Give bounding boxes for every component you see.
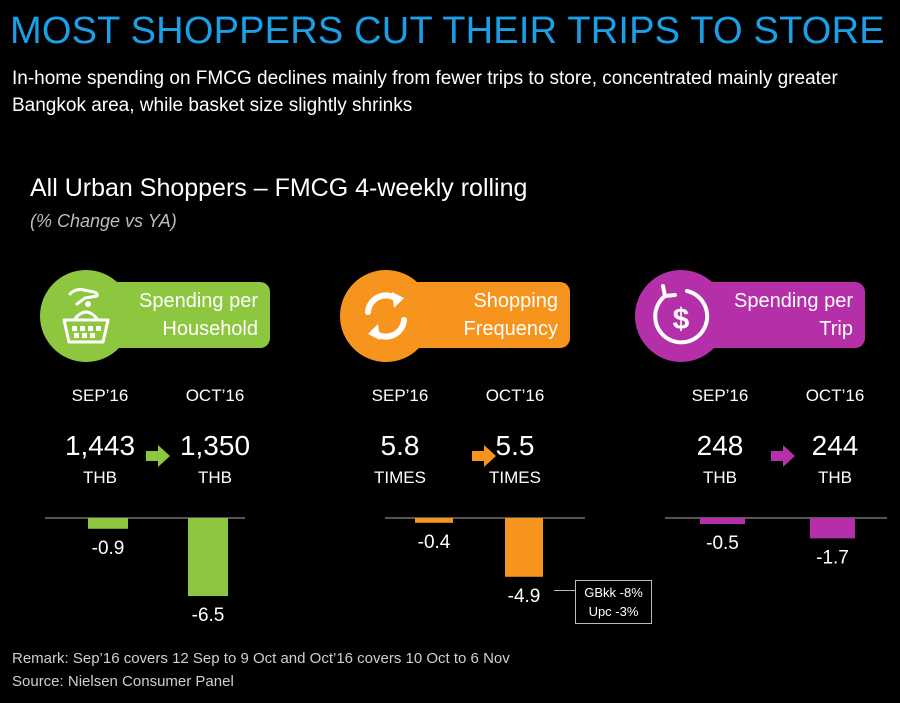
period-sep: SEP’16 [691, 386, 749, 405]
value-sep: 5.8 [380, 430, 420, 461]
panel-label: Spending per Trip [734, 290, 853, 340]
footer-remark: Remark: Sep’16 covers 12 Sep to 9 Oct an… [12, 650, 510, 667]
period-oct: OCT’16 [485, 386, 545, 405]
bar-sep [88, 518, 128, 529]
section-title: All Urban Shoppers – FMCG 4-weekly rolli… [30, 174, 528, 202]
page-subtitle: In-home spending on FMCG declines mainly… [12, 68, 838, 116]
bar-value-label: -1.7 [816, 547, 849, 568]
callout-line-gbkk: GBkk -8% [584, 585, 643, 600]
unit-oct: TIMES [489, 468, 541, 487]
refresh-arrows-icon [365, 292, 407, 340]
bar-value-label: -0.9 [92, 538, 125, 559]
unit-sep: THB [83, 468, 117, 487]
bar-oct [810, 518, 855, 539]
period-sep: SEP’16 [71, 386, 129, 405]
dollar-coin-icon: $ [653, 284, 710, 345]
panel-label-box: Spending per Household [110, 282, 270, 348]
panel-shopping-frequency: Shopping Frequency SEP’16 OCT’16 5.8 5.5… [330, 270, 605, 640]
value-oct: 1,350 [179, 430, 251, 461]
panel-label-box: Shopping Frequency [410, 282, 570, 348]
bar-chart-spending-per-household: -0.9 -6.5 [45, 517, 245, 626]
bar-value-label: -4.9 [508, 586, 541, 607]
footer-source: Source: Nielsen Consumer Panel [12, 673, 234, 690]
bar-value-label: -0.5 [706, 533, 739, 554]
unit-sep: TIMES [374, 468, 426, 487]
panel-label: Shopping Frequency [463, 290, 559, 340]
unit-sep: THB [703, 468, 737, 487]
panel-spending-per-household: Spending per Household SEP’16 OCT’16 1,4… [30, 270, 305, 640]
value-oct: 5.5 [495, 430, 535, 461]
bar-sep [700, 518, 745, 524]
page-title: MOST SHOPPERS CUT THEIR TRIPS TO STORE [10, 10, 885, 52]
bar-chart-shopping-frequency: -0.4 -4.9 [385, 517, 585, 607]
panel-label-box: Spending per Trip [705, 282, 865, 348]
period-oct: OCT’16 [805, 386, 865, 405]
period-oct: OCT’16 [185, 386, 245, 405]
period-sep: SEP’16 [371, 386, 429, 405]
bar-chart-spending-per-trip: -0.5 -1.7 [665, 517, 887, 568]
value-sep: 1,443 [64, 430, 136, 461]
basket-icon [62, 288, 110, 344]
section-subtitle: (% Change vs YA) [30, 211, 177, 231]
value-sep: 248 [696, 430, 744, 461]
bar-value-label: -0.4 [418, 532, 451, 553]
unit-oct: THB [818, 468, 852, 487]
value-oct: 244 [811, 430, 859, 461]
callout-line-upc: Upc -3% [588, 604, 639, 619]
panel-icon-circle [340, 270, 432, 362]
bar-oct [188, 518, 228, 596]
bar-oct [505, 518, 543, 577]
panel-icon-circle: $ [635, 270, 727, 362]
svg-text:$: $ [673, 303, 690, 336]
panel-icon-circle [40, 270, 132, 362]
bar-value-label: -6.5 [192, 605, 225, 626]
bar-sep [415, 518, 453, 523]
unit-oct: THB [198, 468, 232, 487]
panel-label: Spending per Household [139, 290, 258, 340]
panel-spending-per-trip: Spending per Trip $ SEP’16 OCT’16 248 24… [625, 270, 900, 640]
callout-connector [554, 590, 575, 591]
callout-box: GBkk -8% Upc -3% [575, 580, 652, 624]
